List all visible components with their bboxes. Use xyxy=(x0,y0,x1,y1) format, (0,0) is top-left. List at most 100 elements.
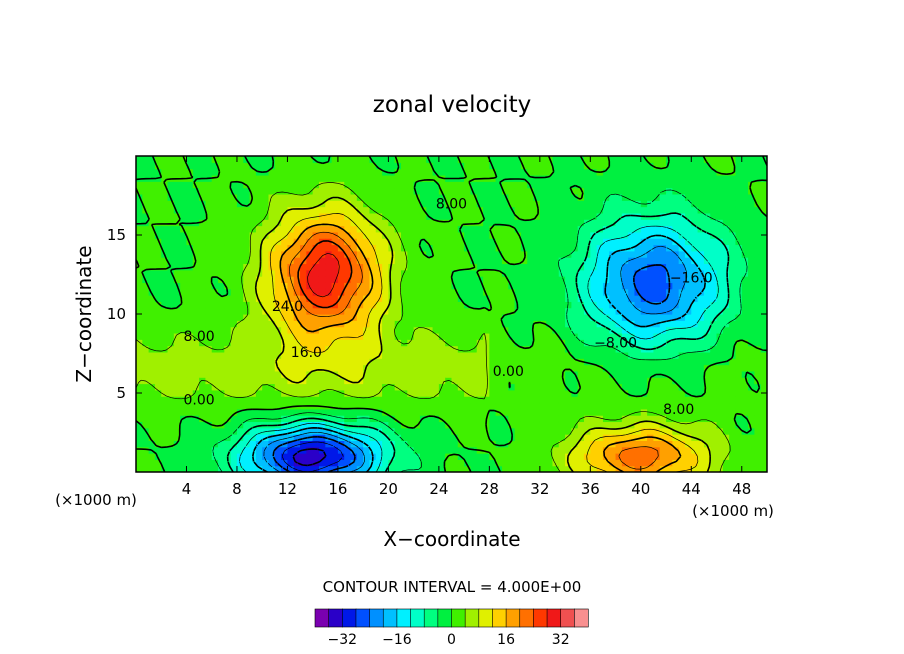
contour-cell xyxy=(167,200,175,208)
contour-cell xyxy=(628,383,636,391)
contour-cell xyxy=(457,345,465,353)
contour-cell xyxy=(192,314,200,321)
contour-cell xyxy=(716,320,724,328)
contour-cell xyxy=(230,459,238,467)
contour-cell xyxy=(426,396,434,404)
contour-cell xyxy=(691,339,699,347)
contour-cell xyxy=(432,168,440,176)
contour-cell xyxy=(666,351,673,359)
contour-cell xyxy=(199,421,207,429)
contour-cell xyxy=(249,345,257,353)
contour-cell xyxy=(356,402,364,410)
contour-cell xyxy=(735,206,743,214)
contour-cell xyxy=(388,377,396,385)
contour-cell xyxy=(148,402,156,410)
contour-cell xyxy=(514,345,522,353)
contour-cell xyxy=(514,200,522,208)
contour-cell xyxy=(356,320,364,328)
contour-cell xyxy=(274,257,282,265)
contour-cell xyxy=(672,276,680,283)
contour-cell xyxy=(615,434,623,441)
contour-cell xyxy=(754,320,762,328)
contour-cell xyxy=(306,162,314,170)
contour-cell xyxy=(293,358,301,366)
contour-cell xyxy=(337,370,345,378)
contour-cell xyxy=(520,168,528,176)
contour-cell xyxy=(337,465,345,472)
contour-cell xyxy=(558,459,566,467)
contour-cell xyxy=(186,282,194,290)
contour-cell xyxy=(199,326,207,334)
contour-cell xyxy=(602,225,610,233)
contour-cell xyxy=(741,364,749,372)
contour-cell xyxy=(350,326,358,334)
contour-cell xyxy=(268,396,276,404)
contour-cell xyxy=(432,326,440,334)
contour-cell xyxy=(438,415,446,423)
contour-cell xyxy=(388,453,396,460)
contour-cell xyxy=(186,250,194,258)
contour-cell xyxy=(318,370,326,378)
contour-cell xyxy=(337,193,345,201)
contour-cell xyxy=(716,295,724,302)
contour-cell xyxy=(609,238,617,246)
contour-cell xyxy=(533,402,541,410)
contour-cell xyxy=(483,446,490,454)
contour-cell xyxy=(363,389,371,397)
contour-cell xyxy=(748,206,755,214)
contour-cell xyxy=(419,402,427,410)
contour-cell xyxy=(337,408,345,416)
contour-cell xyxy=(647,282,655,290)
contour-cell xyxy=(691,421,699,429)
contour-cell xyxy=(546,415,554,423)
contour-cell xyxy=(457,225,465,233)
contour-cell xyxy=(167,389,175,397)
contour-cell xyxy=(571,345,579,353)
contour-cell xyxy=(653,269,661,277)
contour-cell xyxy=(666,396,673,404)
contour-cell xyxy=(470,421,478,429)
contour-cell xyxy=(703,200,711,208)
contour-cell xyxy=(722,440,730,448)
contour-cell xyxy=(483,244,490,252)
contour-cell xyxy=(495,244,503,252)
contour-cell xyxy=(653,295,661,302)
contour-cell xyxy=(684,276,692,283)
contour-cell xyxy=(281,301,289,309)
contour-cell xyxy=(546,383,554,391)
contour-cell xyxy=(243,351,251,359)
contour-cell xyxy=(356,162,364,170)
contour-cell xyxy=(464,364,472,372)
contour-cell xyxy=(337,434,345,441)
contour-cell xyxy=(363,446,371,454)
contour-cell xyxy=(445,206,453,214)
contour-cell xyxy=(647,250,655,258)
contour-cell xyxy=(457,402,465,410)
contour-cell xyxy=(161,174,169,182)
contour-cell xyxy=(489,339,497,347)
contour-cell xyxy=(438,200,446,208)
contour-cell xyxy=(363,402,371,410)
contour-cell xyxy=(230,200,238,208)
contour-cell xyxy=(552,465,560,472)
contour-cell xyxy=(148,181,156,189)
contour-cell xyxy=(262,295,270,302)
contour-cell xyxy=(419,263,427,271)
contour-cell xyxy=(729,269,737,277)
contour-cell xyxy=(691,282,699,290)
contour-cell xyxy=(394,332,402,340)
contour-cell xyxy=(318,288,326,296)
contour-cell xyxy=(489,156,497,163)
contour-cell xyxy=(331,200,339,208)
contour-cell xyxy=(173,415,181,423)
contour-cell xyxy=(154,440,162,448)
contour-cell xyxy=(199,257,207,265)
contour-cell xyxy=(451,370,459,378)
contour-cell xyxy=(243,383,251,391)
contour-cell xyxy=(678,156,686,163)
contour-cell xyxy=(419,193,427,201)
contour-cell xyxy=(457,415,465,423)
contour-cell xyxy=(489,301,497,309)
contour-cell xyxy=(293,301,301,309)
contour-cell xyxy=(729,377,737,385)
